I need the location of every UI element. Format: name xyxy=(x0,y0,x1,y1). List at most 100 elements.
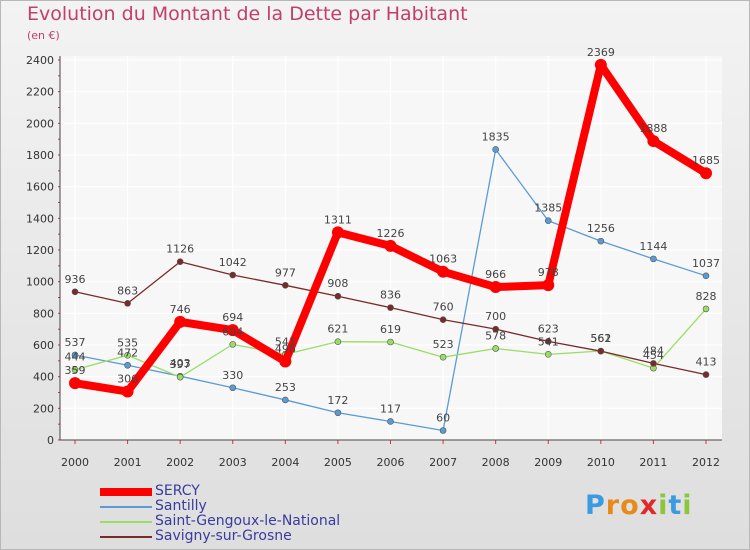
y-tick-label: 2400 xyxy=(26,54,54,67)
data-point xyxy=(650,360,657,367)
x-tick-label: 2003 xyxy=(219,456,247,469)
y-tick-label: 1600 xyxy=(26,181,54,194)
data-point xyxy=(331,226,344,239)
data-point xyxy=(124,361,131,369)
data-label: 117 xyxy=(380,402,401,415)
data-label: 496 xyxy=(275,342,296,355)
data-label: 541 xyxy=(275,335,296,348)
data-label: 828 xyxy=(696,290,717,303)
legend-label: Saint-Gengoux-le-National xyxy=(155,513,341,529)
chart-subtitle: (en €) xyxy=(27,29,60,42)
data-label: 1226 xyxy=(377,227,405,240)
data-point xyxy=(702,305,710,313)
data-label: 561 xyxy=(590,332,611,345)
data-point xyxy=(544,351,552,358)
data-label: 172 xyxy=(327,394,348,407)
legend-item: Saint-Gengoux-le-National xyxy=(100,514,340,529)
data-label: 1042 xyxy=(219,256,247,269)
data-point xyxy=(282,396,289,404)
data-point xyxy=(229,341,237,348)
data-point xyxy=(492,325,499,333)
data-label: 623 xyxy=(538,322,559,335)
x-tick-label: 2009 xyxy=(534,456,562,469)
logo-letter: i xyxy=(682,490,693,521)
y-tick-label: 1400 xyxy=(26,212,54,225)
x-tick-label: 2004 xyxy=(271,456,299,469)
data-point xyxy=(387,418,394,425)
data-label: 760 xyxy=(433,301,454,314)
data-point xyxy=(492,345,499,352)
y-tick-label: 2200 xyxy=(26,86,54,99)
data-point xyxy=(124,351,131,359)
data-point xyxy=(387,338,394,346)
data-point xyxy=(702,371,710,378)
x-tick-label: 2000 xyxy=(61,456,89,469)
legend-swatch xyxy=(100,535,152,538)
logo-letter: t xyxy=(668,490,683,521)
x-tick-label: 2010 xyxy=(587,456,615,469)
x-tick-label: 2002 xyxy=(166,456,194,469)
data-label: 454 xyxy=(643,349,664,362)
data-label: 444 xyxy=(65,351,86,364)
data-label: 2369 xyxy=(587,46,615,59)
data-label: 746 xyxy=(170,303,191,316)
data-label: 694 xyxy=(222,311,243,324)
data-point xyxy=(439,427,447,434)
data-label: 863 xyxy=(117,284,138,297)
data-point xyxy=(439,353,447,361)
y-tick-label: 800 xyxy=(33,307,54,320)
data-label: 403 xyxy=(170,357,191,370)
data-label: 836 xyxy=(380,289,401,302)
legend-item: SERCY xyxy=(100,484,340,499)
data-point xyxy=(439,316,447,323)
data-label: 1256 xyxy=(587,222,615,235)
x-tick-label: 2011 xyxy=(639,456,667,469)
data-label: 1385 xyxy=(534,202,562,215)
data-label: 978 xyxy=(538,266,559,279)
data-point xyxy=(334,292,342,300)
data-label: 977 xyxy=(275,266,296,279)
data-label: 936 xyxy=(65,273,86,286)
data-point xyxy=(544,338,552,345)
x-tick-label: 2001 xyxy=(114,456,142,469)
data-label: 1037 xyxy=(692,257,720,270)
data-label: 966 xyxy=(485,268,506,281)
data-point xyxy=(279,355,292,368)
logo-letter: P xyxy=(585,490,606,521)
data-label: 472 xyxy=(117,346,138,359)
data-label: 60 xyxy=(436,412,450,425)
legend-item: Santilly xyxy=(100,499,340,514)
logo-letter: i xyxy=(658,490,669,521)
data-label: 1888 xyxy=(639,122,667,135)
data-label: 253 xyxy=(275,381,296,394)
data-label: 621 xyxy=(327,323,348,336)
data-point xyxy=(282,282,289,289)
legend-swatch xyxy=(100,520,152,523)
data-point xyxy=(700,167,712,180)
chart-title: Evolution du Montant de la Dette par Hab… xyxy=(27,3,468,25)
data-point xyxy=(174,315,187,328)
data-label: 537 xyxy=(65,336,86,349)
data-label: 1311 xyxy=(324,213,352,226)
data-point xyxy=(384,239,397,252)
data-point xyxy=(387,304,394,311)
data-point xyxy=(121,385,134,398)
data-point xyxy=(226,324,239,337)
data-label: 330 xyxy=(222,369,243,382)
data-point xyxy=(489,281,502,294)
chart-legend: SERCY Santilly Saint-Gengoux-le-National Sa… xyxy=(100,484,340,544)
data-label: 1126 xyxy=(166,243,194,256)
data-label: 700 xyxy=(485,310,506,323)
legend-label: Savigny-sur-Grosne xyxy=(155,528,292,544)
y-tick-label: 200 xyxy=(33,402,54,415)
data-point xyxy=(492,146,499,153)
data-label: 535 xyxy=(117,336,138,349)
y-tick-label: 1000 xyxy=(26,276,54,289)
y-tick-label: 0 xyxy=(47,434,54,447)
y-tick-label: 2000 xyxy=(26,117,54,130)
legend-item: Savigny-sur-Grosne xyxy=(100,529,340,544)
y-tick-label: 1800 xyxy=(26,149,54,162)
data-point xyxy=(229,384,237,392)
data-label: 1063 xyxy=(429,253,457,266)
